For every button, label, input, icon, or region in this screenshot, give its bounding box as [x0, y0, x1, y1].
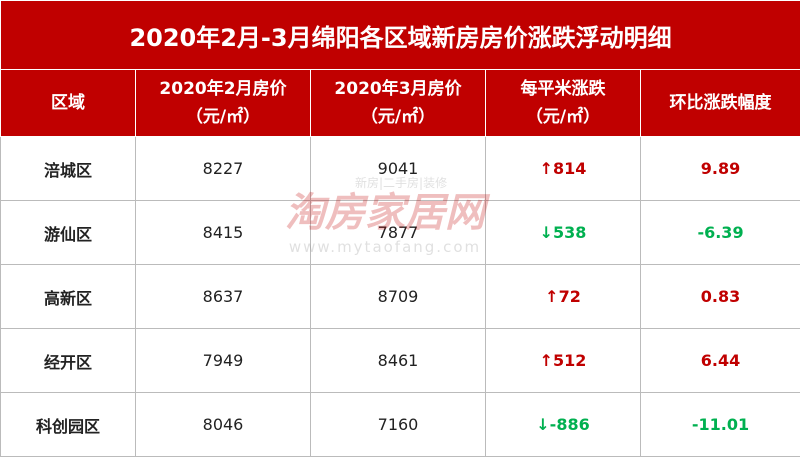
- cell: ↑512: [485, 328, 641, 393]
- cell: 8046: [135, 392, 311, 457]
- cell: 科创园区: [0, 392, 136, 457]
- cell: 8461: [310, 328, 486, 393]
- cell: 涪城区: [0, 136, 136, 201]
- cell: 7949: [135, 328, 311, 393]
- cell: 高新区: [0, 264, 136, 329]
- cell: 8709: [310, 264, 486, 329]
- header-text: 2020年3月房价: [334, 79, 462, 99]
- cell: 8227: [135, 136, 311, 201]
- header-text: 环比涨跌幅度: [669, 93, 772, 113]
- cell: 0.83: [639, 264, 800, 329]
- data-row: 经开区 7949 8461 ↑512 6.44: [0, 328, 800, 393]
- cell: 经开区: [0, 328, 136, 393]
- cell: ↑72: [485, 264, 641, 329]
- data-row: 游仙区 8415 7877 ↓538 -6.39: [0, 200, 800, 265]
- cell: 游仙区: [0, 200, 136, 265]
- header-cell: 2020年2月房价 （元/㎡）: [135, 69, 311, 137]
- cell: ↑814: [485, 136, 641, 201]
- cell: 8415: [135, 200, 311, 265]
- data-row: 科创园区 8046 7160 ↓-886 -11.01: [0, 392, 800, 457]
- header-text: （元/㎡）: [360, 107, 436, 127]
- cell: 7877: [310, 200, 486, 265]
- cell: -11.01: [639, 392, 800, 457]
- header-text: 每平米涨跌: [520, 79, 606, 99]
- header-row: 区域 2020年2月房价 （元/㎡） 2020年3月房价 （元/㎡） 每平米涨跌 （元/㎡）…: [0, 69, 800, 137]
- header-cell: 2020年3月房价 （元/㎡）: [310, 69, 486, 137]
- header-text: （元/㎡）: [525, 107, 601, 127]
- cell: 6.44: [639, 328, 800, 393]
- cell: 9.89: [639, 136, 800, 201]
- cell: ↓-886: [485, 392, 641, 457]
- table-title: 2020年2月-3月绵阳各区域新房房价涨跌浮动明细: [0, 0, 800, 70]
- cell: ↓538: [485, 200, 641, 265]
- data-row: 高新区 8637 8709 ↑72 0.83: [0, 264, 800, 329]
- header-text: （元/㎡）: [185, 107, 261, 127]
- cell: 8637: [135, 264, 311, 329]
- header-cell: 每平米涨跌 （元/㎡）: [485, 69, 641, 137]
- header-cell: 环比涨跌幅度: [639, 69, 800, 137]
- data-row: 涪城区 8227 9041 ↑814 9.89: [0, 136, 800, 201]
- header-cell: 区域: [0, 69, 136, 137]
- cell: 7160: [310, 392, 486, 457]
- cell: -6.39: [639, 200, 800, 265]
- cell: 9041: [310, 136, 486, 201]
- header-text: 区域: [51, 93, 85, 113]
- header-text: 2020年2月房价: [159, 79, 287, 99]
